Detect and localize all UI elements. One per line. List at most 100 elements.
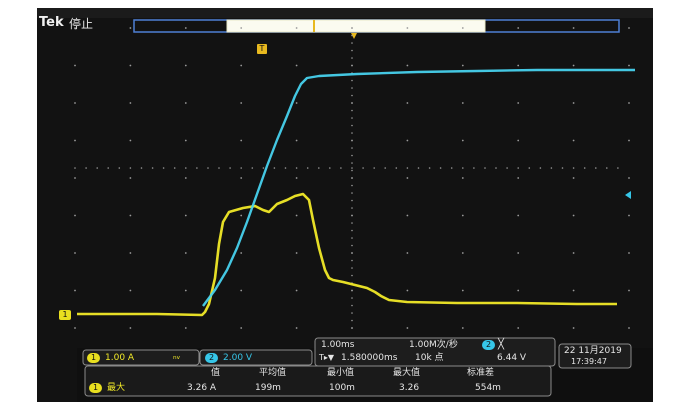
center-h-tick bbox=[173, 167, 176, 169]
grid-point bbox=[517, 139, 520, 142]
brand-logo: Tek bbox=[39, 15, 64, 30]
center-h-tick bbox=[107, 167, 109, 169]
grid-point bbox=[461, 102, 464, 104]
center-h-tick bbox=[85, 167, 87, 169]
center-v-tick bbox=[351, 87, 353, 89]
grid-point bbox=[240, 327, 243, 329]
grid-point bbox=[628, 327, 630, 329]
measurement-field bbox=[84, 365, 552, 397]
grid-point bbox=[295, 177, 298, 179]
grid-point bbox=[74, 139, 76, 142]
center-h-tick bbox=[295, 167, 298, 169]
trigger-position[interactable]: 1.580000ms bbox=[341, 353, 398, 363]
ch1-scale[interactable]: 1.00 A bbox=[105, 353, 135, 363]
center-h-tick bbox=[151, 167, 154, 169]
center-h-tick bbox=[495, 167, 497, 169]
grid-point bbox=[295, 102, 298, 104]
ch2-waveform bbox=[202, 68, 635, 307]
center-v-tick bbox=[351, 42, 353, 44]
center-v-tick bbox=[351, 109, 353, 112]
center-h-tick bbox=[118, 167, 121, 169]
grid-point bbox=[295, 252, 298, 254]
trigger-prefix-icon: T▸▼ bbox=[319, 353, 335, 362]
measure-name[interactable]: 最大 bbox=[107, 383, 126, 393]
top-bezel bbox=[37, 8, 653, 18]
center-h-tick bbox=[450, 167, 453, 169]
trigger-level[interactable]: 6.44 V bbox=[497, 353, 527, 363]
center-v-tick bbox=[351, 154, 353, 157]
center-h-tick bbox=[185, 167, 187, 169]
grid-point bbox=[461, 139, 464, 142]
grid-point bbox=[129, 252, 132, 254]
ch2-scale-field bbox=[199, 349, 313, 366]
ch1-badge[interactable]: 1 bbox=[87, 353, 100, 363]
grid-point bbox=[461, 252, 464, 254]
grid-point bbox=[517, 177, 520, 179]
center-v-tick bbox=[351, 102, 353, 104]
grid-point bbox=[240, 139, 243, 142]
sample-rate: 1.00M次/秒 bbox=[409, 340, 458, 350]
center-h-tick bbox=[561, 167, 564, 169]
grid-point bbox=[572, 139, 575, 142]
center-h-tick bbox=[617, 167, 619, 169]
grid-point bbox=[572, 214, 575, 217]
center-v-tick bbox=[351, 94, 353, 97]
grid-point bbox=[461, 27, 464, 29]
center-h-tick bbox=[406, 167, 409, 169]
grid-point bbox=[74, 64, 76, 67]
center-v-tick bbox=[351, 259, 353, 262]
center-v-tick bbox=[351, 312, 353, 314]
grid-point bbox=[628, 214, 630, 217]
center-h-tick bbox=[284, 167, 287, 169]
center-v-tick bbox=[351, 214, 353, 217]
trigger-source-badge[interactable]: 2 bbox=[482, 340, 495, 350]
grid-point bbox=[184, 64, 187, 67]
grid-point bbox=[129, 177, 132, 179]
grid-point bbox=[406, 27, 409, 29]
ch2-badge[interactable]: 2 bbox=[205, 353, 218, 363]
grid-point bbox=[517, 27, 520, 29]
grid-point bbox=[240, 289, 243, 292]
header-stddev: 标准差 bbox=[467, 368, 495, 378]
grid-point bbox=[129, 27, 132, 29]
center-h-tick bbox=[140, 167, 143, 169]
center-v-tick bbox=[351, 139, 353, 142]
grid-point bbox=[628, 64, 630, 67]
center-h-tick bbox=[384, 167, 387, 169]
grid-point bbox=[129, 102, 132, 104]
grid-point bbox=[461, 177, 464, 179]
center-h-tick bbox=[439, 167, 442, 169]
timebase[interactable]: 1.00ms bbox=[321, 340, 355, 350]
grid-point bbox=[517, 289, 520, 292]
ch2-scale[interactable]: 2.00 V bbox=[223, 353, 253, 363]
grid-point bbox=[184, 102, 187, 104]
grid-point bbox=[295, 214, 298, 217]
grid-point bbox=[572, 327, 575, 329]
grid-point bbox=[406, 64, 409, 67]
grid-point bbox=[406, 289, 409, 292]
grid-point bbox=[406, 252, 409, 254]
grid-point bbox=[184, 177, 187, 179]
header-max: 最大值 bbox=[393, 368, 421, 378]
center-v-tick bbox=[351, 304, 353, 307]
header-mean: 平均值 bbox=[259, 368, 287, 378]
record-length: 10k 点 bbox=[415, 353, 444, 363]
center-h-tick bbox=[473, 167, 475, 169]
center-h-tick bbox=[539, 167, 542, 169]
center-v-tick bbox=[351, 162, 353, 164]
center-h-tick bbox=[218, 167, 220, 169]
measure-value: 3.26 A bbox=[187, 383, 217, 393]
grid-point bbox=[572, 177, 575, 179]
grid-point bbox=[295, 64, 298, 67]
center-v-tick bbox=[351, 117, 353, 119]
grid-point bbox=[129, 327, 132, 329]
grid-point bbox=[74, 214, 76, 217]
graticule bbox=[74, 27, 630, 329]
grid-point bbox=[628, 289, 630, 292]
grid-point bbox=[572, 102, 575, 104]
ch1-ground-marker: 1 bbox=[59, 310, 71, 320]
center-h-tick bbox=[251, 167, 254, 169]
center-v-tick bbox=[351, 169, 353, 172]
grid-point bbox=[628, 27, 630, 29]
center-v-tick bbox=[351, 207, 353, 209]
